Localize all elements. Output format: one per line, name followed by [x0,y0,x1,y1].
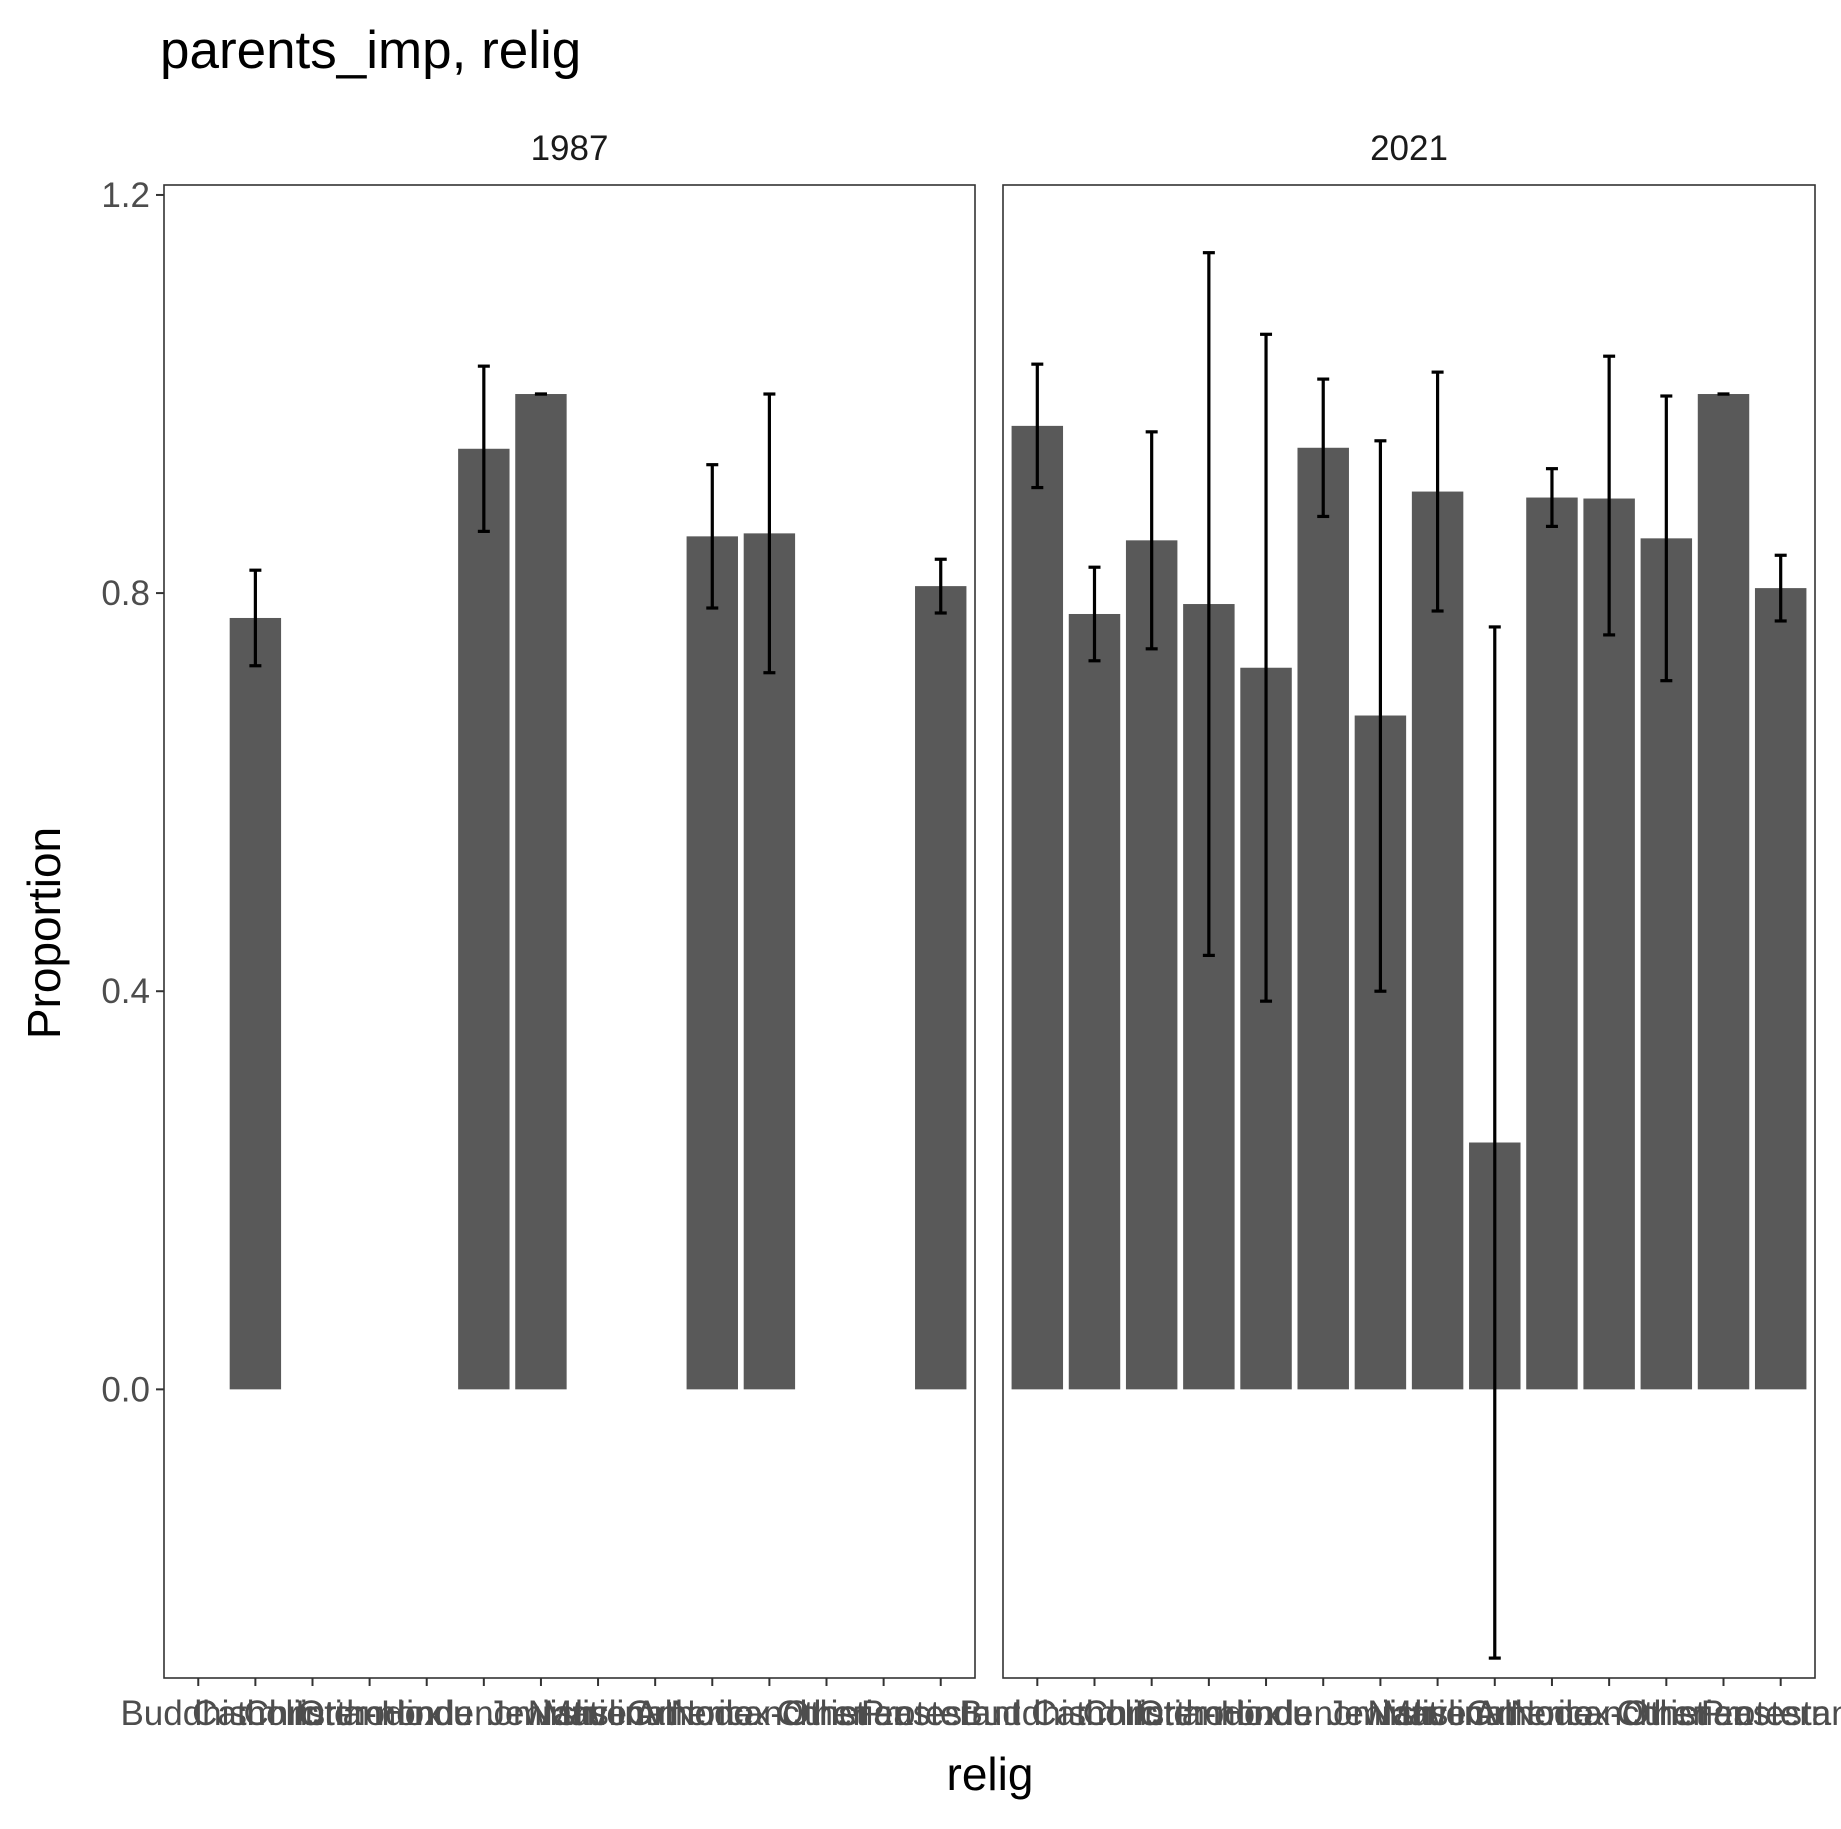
facet-panels: 1987BuddhismCatholicChristianOrthodoxHin… [120,129,1841,1733]
bar-inter-nondenominational [1297,447,1349,1390]
x-tick-label: Christian [1083,1694,1221,1733]
error-bar [249,568,262,668]
facet-strip-label: 2021 [1370,129,1448,168]
bar-inter-nondenominational [458,448,510,1390]
x-tick-label: None [670,1694,754,1733]
x-tick-label: Other [783,1694,871,1733]
bar-buddhism [1011,425,1064,1390]
x-tick-label: Orthodox-christian [1466,1694,1752,1733]
x-tick-label: Other eastern [1617,1694,1831,1733]
y-tick-label: 0.8 [101,574,150,613]
facet-panel-1987: 1987 BuddhismCatholicChristianOrthodoxHin… [120,129,1020,1733]
x-tick-label: Buddhism [959,1694,1115,1733]
facet-panel-2021: 2021 BuddhismCatholicChristianOrthodoxHin… [959,129,1841,1733]
x-tick-label: Other eastern [777,1694,991,1733]
x-tick-label: Christian [243,1694,381,1733]
bar-orthodox-christian [743,533,796,1390]
bar-jewish [515,394,567,1390]
y-axis-title: Proportion [18,827,70,1039]
x-tick-label: Other [1623,1694,1711,1733]
error-bar [1545,467,1558,528]
x-tick-label: Orthodox [298,1694,442,1733]
error-bar [1660,394,1673,683]
x-tick-label: Jewish [1327,1694,1434,1733]
y-tick-label: 0.4 [101,972,150,1011]
error-bar [1317,377,1330,519]
y-tick-label: 1.2 [101,176,150,215]
x-tick-label: Protestant [1701,1694,1841,1733]
bar-orthodox-christian [1583,498,1635,1390]
y-tick-label: 0.0 [101,1370,150,1409]
bar-catholic [1068,613,1121,1390]
x-tick-label: Inter-nondenominational [1134,1694,1511,1733]
error-bar [1260,332,1273,1003]
error-bar [1488,625,1501,1660]
panel-border [1002,184,1816,1679]
x-tick-label: Orthodox [1137,1694,1281,1733]
y-axis: 0.0 0.4 0.8 1.2 [101,176,164,1409]
error-bar [1774,553,1787,623]
bar-none [686,536,738,1390]
x-tick-label: Protestant [861,1694,1021,1733]
bar-none [1526,497,1578,1390]
x-tick-label: Catholic [1031,1694,1157,1733]
error-bar [706,463,719,610]
x-tick-label: Hindu [381,1694,472,1733]
error-bar [1145,430,1158,651]
error-bar [1031,362,1044,490]
x-tick-label: None [1510,1694,1594,1733]
x-tick-label: Native American [1367,1694,1622,1733]
error-bar [1088,565,1101,663]
bar-christian [1125,540,1178,1390]
error-bar [477,364,490,533]
bar-protestant [915,586,967,1390]
x-tick-label: Catholic [192,1694,318,1733]
x-tick-label: Muslim [543,1694,654,1733]
bar-muslim [1411,491,1464,1390]
x-tick-label: Orthodox-christian [626,1694,912,1733]
x-tick-label: Inter-nondenominational [295,1694,672,1733]
chart-title: parents_imp, relig [160,21,581,80]
bar-catholic [229,617,282,1390]
x-tick-label: Hindu [1220,1694,1311,1733]
bar-protestant [1754,588,1807,1390]
error-bar [934,557,947,615]
error-bar [763,392,776,675]
panel-border [163,184,976,1679]
x-tick-label: Buddhism [120,1694,276,1733]
x-tick-label: Muslim [1382,1694,1493,1733]
facet-strip-label: 1987 [531,129,609,168]
x-axis-title: relig [947,1748,1034,1800]
bar-other-eastern [1697,394,1750,1390]
error-bar [1603,354,1616,637]
error-bar [1202,251,1215,957]
error-bar [1374,439,1387,993]
x-tick-label: Jewish [487,1694,594,1733]
x-tick-label: Native American [528,1694,783,1733]
error-bar [1431,370,1444,613]
